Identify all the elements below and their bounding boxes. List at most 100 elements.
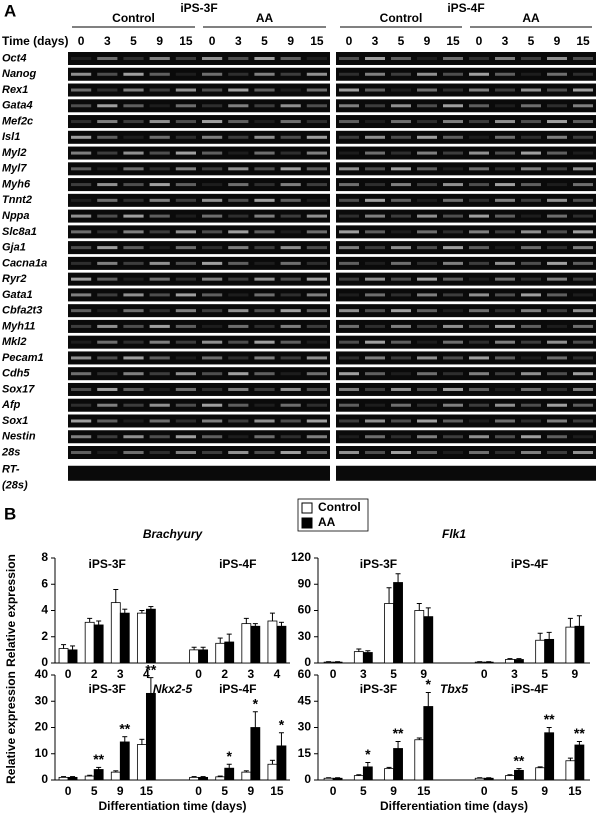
x-tick-label: 5 xyxy=(511,784,518,798)
gel-band xyxy=(123,277,144,281)
bar xyxy=(505,775,515,781)
bar xyxy=(384,768,394,781)
gel-band xyxy=(254,277,275,281)
y-tick-label: 0 xyxy=(304,655,311,669)
gel-band xyxy=(443,277,463,281)
legend-label: AA xyxy=(318,515,336,529)
y-tick-label: 0 xyxy=(41,772,48,786)
gel-band xyxy=(365,72,385,76)
gel-band xyxy=(306,356,327,360)
gel-band xyxy=(97,372,118,376)
gel-band xyxy=(469,309,489,313)
gel-band xyxy=(391,293,411,297)
gel-band xyxy=(280,72,301,76)
gel-band xyxy=(573,72,593,76)
gel-band xyxy=(254,324,275,328)
gel-band xyxy=(228,309,249,313)
gel-band xyxy=(495,403,515,407)
gel-band xyxy=(202,293,223,297)
gel-band xyxy=(228,104,249,108)
gel-band xyxy=(495,167,515,171)
gel-band xyxy=(521,340,541,344)
gel-band xyxy=(547,293,567,297)
gel-band xyxy=(417,451,437,454)
gel-strip xyxy=(68,83,330,97)
gel-band xyxy=(417,198,437,202)
gel-band xyxy=(97,104,118,108)
y-tick-label: 2 xyxy=(41,629,48,643)
gel-band xyxy=(339,214,359,218)
gel-band xyxy=(391,356,411,360)
day-label: 15 xyxy=(446,34,460,48)
gel-band xyxy=(202,183,223,187)
gel-band xyxy=(417,324,437,328)
gel-band xyxy=(469,403,489,407)
gel-band xyxy=(365,277,385,281)
gel-band xyxy=(123,198,144,202)
gel-band xyxy=(391,151,411,155)
gene-label: Gata1 xyxy=(2,289,33,301)
gel-band xyxy=(123,261,144,265)
y-tick-label: 8 xyxy=(41,550,48,564)
gel-band xyxy=(547,135,567,139)
gel-band xyxy=(339,88,359,92)
chart-title: Nkx2-5 xyxy=(153,682,193,696)
gel-strip xyxy=(336,382,596,396)
gel-band xyxy=(339,451,359,454)
day-label: 3 xyxy=(502,34,509,48)
bar xyxy=(267,763,278,781)
gel-band xyxy=(365,356,385,360)
gel-band xyxy=(573,88,593,92)
gel-band xyxy=(391,167,411,171)
gel-band xyxy=(417,246,437,250)
significance: * xyxy=(226,748,232,764)
panel-label: B xyxy=(4,504,16,523)
gel-strip xyxy=(336,178,596,192)
gene-label: Myh6 xyxy=(2,178,31,190)
y-tick-label: 20 xyxy=(35,720,49,734)
gel-band xyxy=(202,167,223,171)
bar xyxy=(414,739,425,781)
gel-band xyxy=(228,356,249,360)
gel-band xyxy=(149,198,170,202)
gel-band xyxy=(306,120,327,124)
bar xyxy=(198,649,209,664)
chart-title: Flk1 xyxy=(442,527,466,541)
x-tick-label: 9 xyxy=(390,784,397,798)
gel-band xyxy=(495,246,515,250)
gel-band xyxy=(280,435,301,439)
gel-band xyxy=(71,277,92,281)
gel-band xyxy=(547,309,567,313)
group-label: iPS-3F xyxy=(89,557,126,571)
gel-band xyxy=(175,372,196,376)
gel-band xyxy=(175,451,196,454)
gel-strip xyxy=(68,367,330,381)
gel-band xyxy=(443,88,463,92)
gel-band xyxy=(573,104,593,108)
gel-strip xyxy=(68,398,330,412)
gel-band xyxy=(97,72,118,76)
bar xyxy=(84,621,95,664)
gel-band xyxy=(495,277,515,281)
gel-band xyxy=(228,167,249,171)
y-tick-label: 30 xyxy=(35,693,49,707)
gene-label: Mkl2 xyxy=(2,336,26,348)
gel-band xyxy=(521,230,541,234)
gel-strip xyxy=(336,162,596,176)
condition-label: AA xyxy=(256,11,274,25)
gel-band xyxy=(573,198,593,202)
gel-band xyxy=(306,57,327,60)
y-tick-label: 0 xyxy=(304,772,311,786)
y-tick-label: 120 xyxy=(291,550,311,564)
gel-band xyxy=(521,277,541,281)
gene-label: Tnnt2 xyxy=(2,194,32,206)
gel-band xyxy=(149,387,170,391)
gel-band xyxy=(469,57,489,60)
y-tick-label: 45 xyxy=(298,693,312,707)
bar xyxy=(250,625,261,664)
gel-band xyxy=(228,57,249,60)
gel-band xyxy=(391,372,411,376)
gel-band xyxy=(547,57,567,60)
group-label: iPS-4F xyxy=(511,682,548,696)
